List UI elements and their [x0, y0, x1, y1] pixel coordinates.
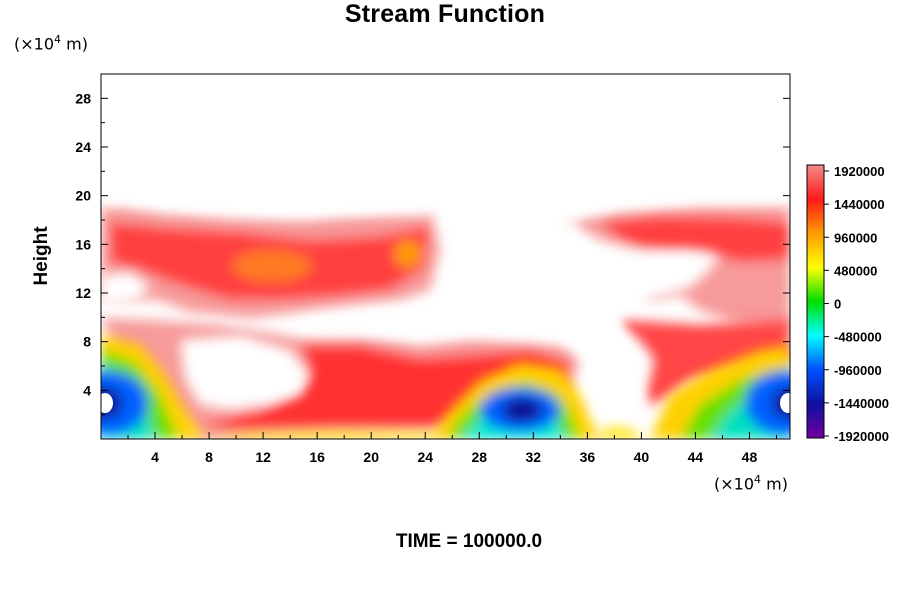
y-tick-label: 20	[75, 188, 91, 204]
colorbar-label: -1440000	[834, 396, 889, 411]
y-axis-unit: (×104 m)	[14, 33, 88, 54]
colorbar-label: 960000	[834, 230, 877, 245]
colorbar-label: 480000	[834, 263, 877, 278]
x-tick-label: 20	[363, 449, 379, 465]
y-tick-label: 12	[75, 285, 91, 301]
colorbar: 1920000 1440000 960000 480000 0 -480000 -96000…	[806, 164, 889, 444]
plot-frame	[100, 73, 791, 440]
x-tick-label: 48	[742, 449, 758, 465]
colorbar-label: 1920000	[834, 164, 885, 179]
vortex-center-left	[101, 393, 113, 413]
x-tick-label: 4	[151, 449, 159, 465]
x-tick-label: 28	[471, 449, 487, 465]
x-tick-label: 8	[205, 449, 213, 465]
x-tick-label: 40	[634, 449, 650, 465]
x-tick-label: 44	[688, 449, 704, 465]
x-tick-label: 16	[309, 449, 325, 465]
y-tick-label: 4	[83, 382, 91, 398]
colorbar-label: -960000	[834, 363, 882, 378]
time-label: TIME = 100000.0	[395, 531, 543, 552]
x-axis-unit: (×104 m)	[714, 473, 788, 494]
colorbar-gradient	[806, 164, 825, 439]
x-axis-ticks: 4 8 12 16 20 24 28 32 36 40 44 48	[127, 432, 777, 465]
chart-title: Stream Function	[344, 0, 546, 28]
colorbar-label: 1440000	[834, 197, 885, 212]
contour-field	[101, 74, 790, 439]
y-tick-label: 24	[75, 139, 91, 155]
x-tick-label: 24	[417, 449, 433, 465]
negative-vortices	[101, 335, 790, 439]
y-tick-label: 16	[75, 236, 91, 252]
x-tick-label: 12	[255, 449, 271, 465]
x-tick-label: 32	[526, 449, 542, 465]
x-tick-label: 36	[580, 449, 596, 465]
y-tick-label: 8	[83, 334, 91, 350]
colorbar-label: -480000	[834, 330, 882, 345]
y-tick-label: 28	[75, 90, 91, 106]
y-axis-ticks: 4 8 12 16 20 24 28	[75, 90, 790, 416]
colorbar-label: -1920000	[834, 429, 889, 444]
vortex-center-right	[780, 393, 790, 413]
colorbar-label: 0	[834, 297, 841, 312]
neutral-regions	[101, 74, 790, 410]
